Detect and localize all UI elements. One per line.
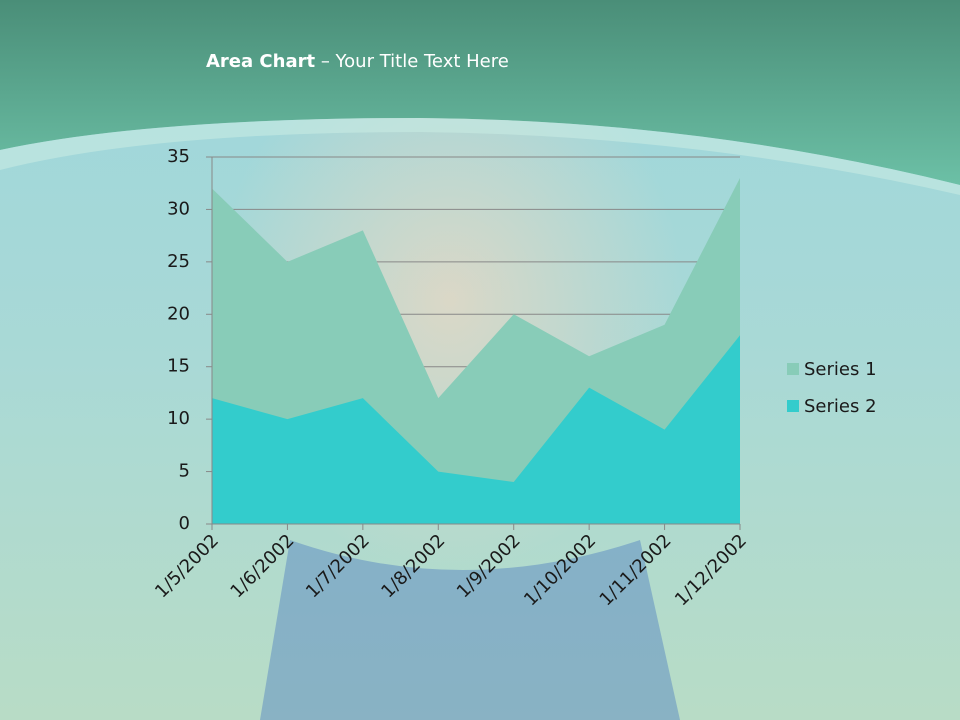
y-tick-label: 25 [167,251,190,272]
y-tick-label: 0 [179,513,190,534]
y-tick-label: 10 [167,408,190,429]
area [212,335,740,524]
y-tick-label: 35 [167,146,190,167]
photo-swimsuit [260,540,680,720]
chart-title: Area Chart – Your Title Text Here [206,51,509,72]
y-tick-label: 30 [167,198,190,219]
header-curve [0,118,960,195]
legend-swatch [787,400,799,412]
title-rest: – Your Title Text Here [321,51,509,72]
y-tick-label: 5 [179,461,190,482]
header-band [0,0,960,185]
title-bold: Area Chart [206,51,315,72]
y-tick-label: 20 [167,303,190,324]
legend-label: Series 1 [804,359,877,380]
y-tick-label: 15 [167,356,190,377]
legend-swatch [787,363,799,375]
legend-label: Series 2 [804,396,877,417]
